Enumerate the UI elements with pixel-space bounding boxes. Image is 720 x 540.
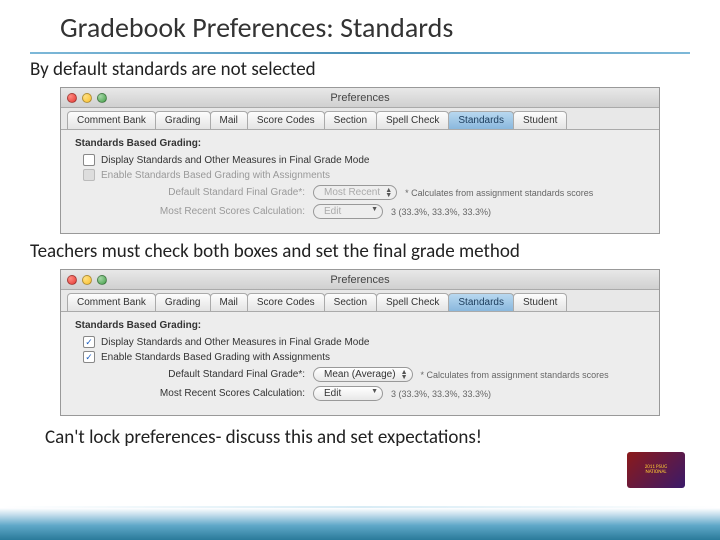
default-grade-dropdown[interactable]: Most Recent▲▼ xyxy=(313,185,397,200)
enable-standards-checkbox xyxy=(83,169,95,181)
display-standards-label: Display Standards and Other Measures in … xyxy=(101,337,369,348)
slide-title: Gradebook Preferences: Standards xyxy=(60,10,690,45)
tab-score-codes[interactable]: Score Codes xyxy=(247,293,325,311)
recent-hint: 3 (33.3%, 33.3%, 33.3%) xyxy=(391,207,491,217)
tab-standards[interactable]: Standards xyxy=(448,111,514,129)
recent-hint: 3 (33.3%, 33.3%, 33.3%) xyxy=(391,389,491,399)
window-title: Preferences xyxy=(67,274,653,286)
tab-bar: Comment Bank Grading Mail Score Codes Se… xyxy=(61,290,659,312)
tab-grading[interactable]: Grading xyxy=(155,293,211,311)
intro-text-3: Can't lock preferences- discuss this and… xyxy=(0,418,720,457)
conference-logo: 2011 PSUGNATIONAL xyxy=(627,452,685,488)
display-standards-checkbox[interactable]: ✓ xyxy=(83,336,95,348)
tab-grading[interactable]: Grading xyxy=(155,111,211,129)
chevron-updown-icon: ▲▼ xyxy=(385,188,392,198)
chevron-updown-icon: ▲▼ xyxy=(401,370,408,380)
recent-calc-label: Most Recent Scores Calculation: xyxy=(135,206,305,217)
intro-text-2: Teachers must check both boxes and set t… xyxy=(0,236,720,267)
enable-standards-checkbox[interactable]: ✓ xyxy=(83,351,95,363)
tab-spell-check[interactable]: Spell Check xyxy=(376,111,449,129)
window-title: Preferences xyxy=(67,92,653,104)
display-standards-label: Display Standards and Other Measures in … xyxy=(101,155,369,166)
tab-student[interactable]: Student xyxy=(513,293,567,311)
default-grade-dropdown[interactable]: Mean (Average)▲▼ xyxy=(313,367,413,382)
chevron-down-icon: ▼ xyxy=(371,389,378,394)
tab-score-codes[interactable]: Score Codes xyxy=(247,111,325,129)
section-header: Standards Based Grading: xyxy=(75,320,645,331)
recent-calc-label: Most Recent Scores Calculation: xyxy=(135,388,305,399)
tab-section[interactable]: Section xyxy=(324,293,377,311)
enable-standards-label: Enable Standards Based Grading with Assi… xyxy=(101,352,330,363)
intro-text-1: By default standards are not selected xyxy=(0,54,720,85)
enable-standards-label: Enable Standards Based Grading with Assi… xyxy=(101,170,330,181)
default-grade-label: Default Standard Final Grade*: xyxy=(135,187,305,198)
footer-band xyxy=(0,508,720,540)
tab-mail[interactable]: Mail xyxy=(210,111,248,129)
preferences-window-2: Preferences Comment Bank Grading Mail Sc… xyxy=(60,269,660,416)
chevron-down-icon: ▼ xyxy=(371,207,378,212)
recent-edit-button[interactable]: Edit▼ xyxy=(313,204,383,219)
recent-edit-button[interactable]: Edit▼ xyxy=(313,386,383,401)
tab-comment-bank[interactable]: Comment Bank xyxy=(67,293,156,311)
display-standards-checkbox[interactable] xyxy=(83,154,95,166)
tab-bar: Comment Bank Grading Mail Score Codes Se… xyxy=(61,108,659,130)
tab-mail[interactable]: Mail xyxy=(210,293,248,311)
titlebar: Preferences xyxy=(61,88,659,108)
default-grade-label: Default Standard Final Grade*: xyxy=(135,369,305,380)
tab-standards[interactable]: Standards xyxy=(448,293,514,311)
tab-student[interactable]: Student xyxy=(513,111,567,129)
tab-section[interactable]: Section xyxy=(324,111,377,129)
preferences-window-1: Preferences Comment Bank Grading Mail Sc… xyxy=(60,87,660,234)
calc-hint: * Calculates from assignment standards s… xyxy=(405,188,593,198)
tab-spell-check[interactable]: Spell Check xyxy=(376,293,449,311)
titlebar: Preferences xyxy=(61,270,659,290)
calc-hint: * Calculates from assignment standards s… xyxy=(421,370,609,380)
section-header: Standards Based Grading: xyxy=(75,138,645,149)
tab-comment-bank[interactable]: Comment Bank xyxy=(67,111,156,129)
